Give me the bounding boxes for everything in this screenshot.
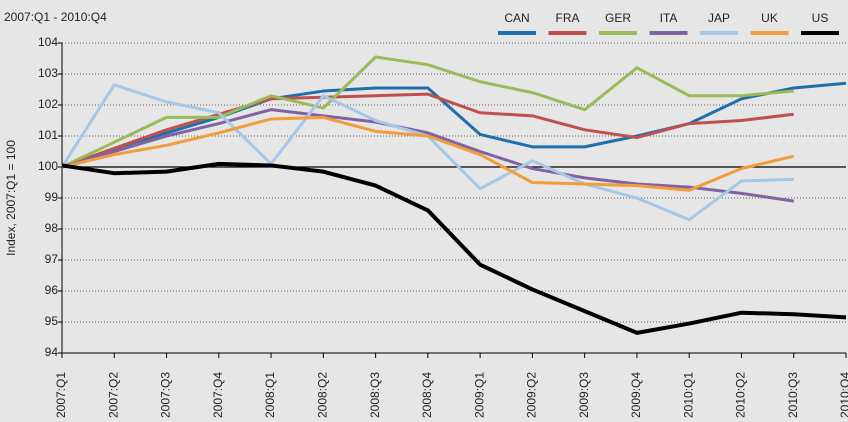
y-tick-label: 95: [45, 314, 59, 328]
series-line: [61, 115, 795, 192]
x-tick-label: 2009:Q3: [577, 372, 591, 418]
legend-label: GER: [605, 11, 631, 25]
y-tick-label: 103: [38, 66, 58, 80]
x-tick-label: 2010:Q3: [786, 372, 800, 418]
series-line: [61, 92, 794, 169]
legend-label: ITA: [660, 11, 678, 25]
chart-subtitle: 2007:Q1 - 2010:Q4: [4, 10, 107, 24]
y-tick-label: 99: [45, 190, 59, 204]
x-tick-label: 2007:Q2: [106, 372, 120, 418]
x-tick-label: 2008:Q2: [316, 372, 330, 418]
x-tick-label: 2007:Q4: [211, 372, 225, 418]
legend-label: UK: [761, 11, 778, 25]
series-line: [61, 161, 847, 335]
x-tick-label: 2007:Q3: [159, 372, 173, 418]
x-tick-label: 2008:Q1: [263, 372, 277, 418]
y-tick-label: 100: [38, 159, 58, 173]
legend-label: FRA: [556, 11, 580, 25]
y-tick-label: 102: [38, 97, 58, 111]
legend-label: CAN: [504, 11, 529, 25]
legend-label: US: [812, 11, 829, 25]
x-tick-label: 2009:Q2: [525, 372, 539, 418]
legend-label: JAP: [708, 11, 730, 25]
x-tick-label: 2009:Q1: [472, 372, 486, 418]
series-line: [61, 55, 794, 169]
y-tick-label: 94: [45, 345, 59, 359]
y-tick-label: 97: [45, 252, 59, 266]
x-tick-label: 2010:Q1: [681, 372, 695, 418]
series-line: [61, 81, 847, 169]
y-tick-label: 96: [45, 283, 59, 297]
x-tick-label: 2010:Q2: [734, 372, 748, 418]
y-tick-label: 104: [38, 35, 58, 49]
x-tick-label: 2008:Q4: [420, 372, 434, 418]
x-tick-label: 2007:Q1: [54, 372, 68, 418]
y-axis-label: Index, 2007:Q1 = 100: [4, 140, 18, 256]
y-tick-label: 101: [38, 128, 58, 142]
y-tick-label: 98: [45, 221, 59, 235]
x-tick-label: 2009:Q4: [629, 372, 643, 418]
series-line: [61, 108, 794, 203]
x-tick-label: 2010:Q4: [838, 372, 848, 418]
x-tick-label: 2008:Q3: [368, 372, 382, 418]
